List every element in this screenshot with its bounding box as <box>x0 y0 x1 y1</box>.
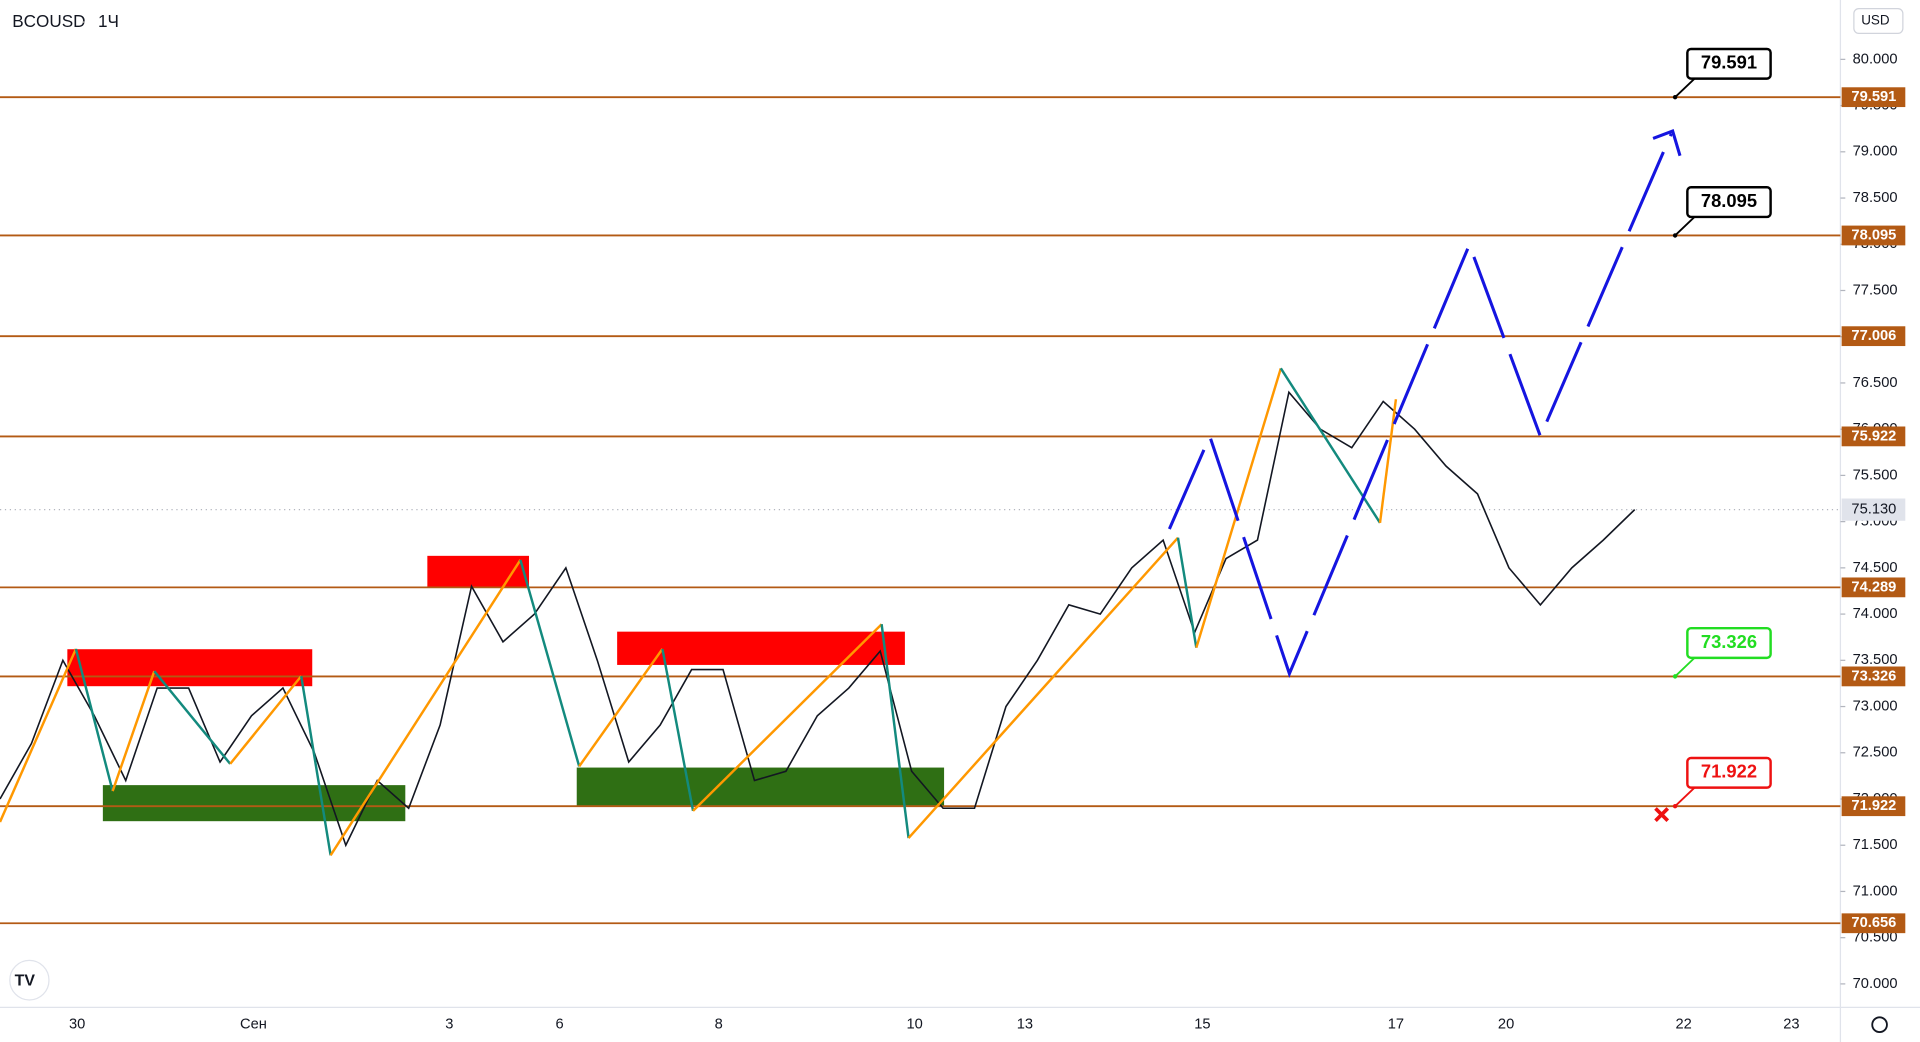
x-tick-label: 30 <box>69 1017 85 1033</box>
x-tick-label: 8 <box>715 1017 723 1033</box>
level-label: 74.289 <box>1851 579 1896 595</box>
zigzag <box>229 675 303 765</box>
level-tag <box>1841 796 1906 817</box>
level-label: 71.922 <box>1851 798 1896 814</box>
level-tag <box>1841 326 1906 347</box>
last-price-label: 75.130 <box>1851 501 1896 517</box>
projection <box>1167 132 1673 678</box>
y-tick-label: 70.000 <box>1853 976 1898 992</box>
y-tick-label: 74.500 <box>1853 560 1898 576</box>
zigzag <box>0 648 78 823</box>
x-tick-label: 3 <box>445 1017 453 1033</box>
stop-marker <box>1654 807 1670 823</box>
callout-label: 79.591 <box>1701 52 1757 73</box>
y-tick-label: 78.500 <box>1853 190 1898 206</box>
x-tick-label: 23 <box>1783 1017 1799 1033</box>
level-label: 70.656 <box>1851 915 1896 931</box>
level-label: 75.922 <box>1851 428 1896 444</box>
zigzag <box>74 648 114 792</box>
separator: · <box>81 11 87 31</box>
level-label: 73.326 <box>1851 668 1896 684</box>
price-line <box>0 390 1636 848</box>
level-label: 77.006 <box>1851 328 1896 344</box>
zigzag <box>111 670 156 792</box>
callout-anchor <box>1672 233 1678 238</box>
y-tick-label: 77.500 <box>1853 282 1898 298</box>
zigzag <box>1378 399 1398 524</box>
callout-label: 78.095 <box>1701 190 1757 211</box>
level-tag <box>1841 913 1906 934</box>
x-tick-label: 10 <box>907 1017 923 1033</box>
zigzag <box>300 675 332 856</box>
callout-label: 73.326 <box>1701 631 1757 652</box>
x-tick-label: Сен <box>240 1017 267 1033</box>
y-tick-label: 75.500 <box>1853 467 1898 483</box>
last-price-tag <box>1841 498 1906 521</box>
arrow-head <box>1652 128 1682 157</box>
zone <box>67 649 313 687</box>
zigzag <box>661 648 695 812</box>
zigzag <box>907 536 1179 839</box>
callout-box <box>1686 47 1772 80</box>
zigzag <box>692 623 883 812</box>
callout-anchor <box>1672 803 1678 809</box>
y-tick-label: 72.500 <box>1853 745 1898 761</box>
level-tag <box>1841 87 1906 108</box>
y-tick-label: 70.500 <box>1853 930 1898 946</box>
zone <box>617 631 905 665</box>
level-tag <box>1841 426 1906 447</box>
x-tick-label: 17 <box>1388 1017 1404 1033</box>
y-tick-label: 80.000 <box>1853 51 1898 67</box>
currency-button[interactable] <box>1853 8 1904 34</box>
currency[interactable]: USD <box>1861 13 1890 28</box>
zigzag <box>329 559 522 857</box>
y-tick-label: 79.000 <box>1853 144 1898 160</box>
x-tick-label: 6 <box>556 1017 564 1033</box>
zigzag <box>880 624 910 839</box>
y-tick-label: 74.000 <box>1853 606 1898 622</box>
zone <box>576 767 945 806</box>
svg-text:TV: TV <box>15 973 36 990</box>
x-tick-label: 13 <box>1017 1017 1033 1033</box>
level-tag <box>1841 577 1906 598</box>
callout-anchor <box>1672 94 1678 100</box>
zigzag <box>1176 537 1198 648</box>
tv-logo[interactable]: TV <box>9 959 50 1001</box>
y-tick-label: 76.500 <box>1853 375 1898 391</box>
zigzag <box>1195 367 1282 649</box>
y-tick-label: 73.000 <box>1853 698 1898 714</box>
zigzag <box>519 559 581 767</box>
level-tag <box>1841 225 1906 246</box>
x-tick-label: 15 <box>1194 1017 1210 1033</box>
zigzag <box>578 648 664 768</box>
y-tick-label: 73.500 <box>1853 652 1898 668</box>
callout-box <box>1686 756 1772 789</box>
callout-box <box>1686 186 1772 219</box>
callout-label: 71.922 <box>1701 761 1757 782</box>
zone <box>102 785 406 822</box>
interval[interactable]: 1Ч <box>98 11 119 31</box>
y-tick-label: 71.500 <box>1853 837 1898 853</box>
settings-icon[interactable] <box>1871 1016 1888 1034</box>
callout-anchor <box>1672 674 1678 679</box>
zigzag <box>153 670 232 765</box>
x-tick-label: 20 <box>1498 1017 1514 1033</box>
y-tick-label: 71.000 <box>1853 883 1898 899</box>
callout-box <box>1686 626 1772 660</box>
layers: 70.00070.50071.00071.50072.00072.50073.0… <box>0 47 1906 1033</box>
level-tag <box>1841 666 1906 687</box>
level-label: 78.095 <box>1851 227 1896 243</box>
x-tick-label: 22 <box>1676 1017 1692 1033</box>
symbol[interactable]: BCOUSD <box>12 11 85 31</box>
level-label: 79.591 <box>1851 89 1896 105</box>
